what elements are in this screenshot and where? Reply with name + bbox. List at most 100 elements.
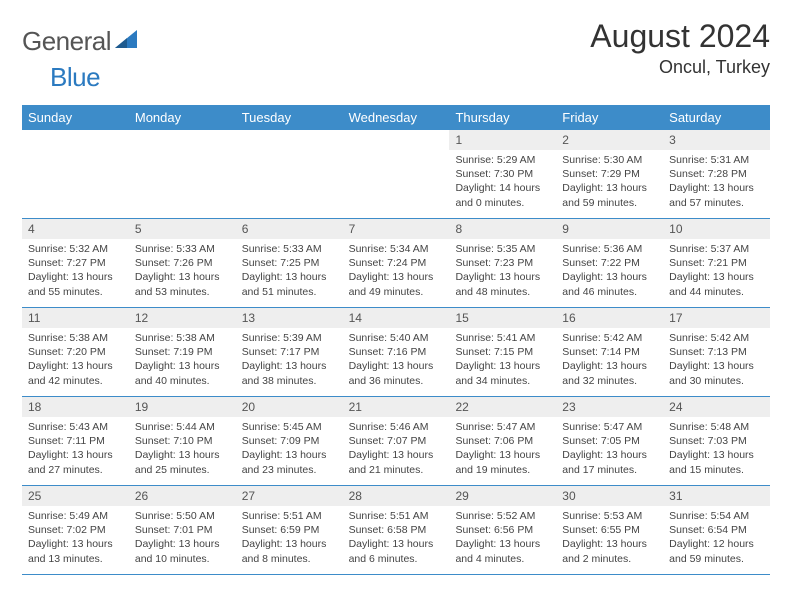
day-cell: 20Sunrise: 5:45 AMSunset: 7:09 PMDayligh… bbox=[236, 397, 343, 485]
day-details: Sunrise: 5:42 AMSunset: 7:14 PMDaylight:… bbox=[556, 328, 663, 393]
day-details: Sunrise: 5:42 AMSunset: 7:13 PMDaylight:… bbox=[663, 328, 770, 393]
day-cell: 25Sunrise: 5:49 AMSunset: 7:02 PMDayligh… bbox=[22, 486, 129, 574]
day-cell: 1Sunrise: 5:29 AMSunset: 7:30 PMDaylight… bbox=[449, 130, 556, 218]
day-number: 28 bbox=[343, 486, 450, 506]
day-number: 22 bbox=[449, 397, 556, 417]
week-row: 11Sunrise: 5:38 AMSunset: 7:20 PMDayligh… bbox=[22, 308, 770, 397]
day-cell: 7Sunrise: 5:34 AMSunset: 7:24 PMDaylight… bbox=[343, 219, 450, 307]
day-cell: 9Sunrise: 5:36 AMSunset: 7:22 PMDaylight… bbox=[556, 219, 663, 307]
empty-cell bbox=[343, 130, 450, 218]
day-cell: 19Sunrise: 5:44 AMSunset: 7:10 PMDayligh… bbox=[129, 397, 236, 485]
day-cell: 22Sunrise: 5:47 AMSunset: 7:06 PMDayligh… bbox=[449, 397, 556, 485]
day-number: 2 bbox=[556, 130, 663, 150]
week-row: 1Sunrise: 5:29 AMSunset: 7:30 PMDaylight… bbox=[22, 130, 770, 219]
day-number: 26 bbox=[129, 486, 236, 506]
empty-cell bbox=[129, 130, 236, 218]
day-number: 31 bbox=[663, 486, 770, 506]
day-details: Sunrise: 5:53 AMSunset: 6:55 PMDaylight:… bbox=[556, 506, 663, 571]
day-number: 24 bbox=[663, 397, 770, 417]
day-details: Sunrise: 5:33 AMSunset: 7:26 PMDaylight:… bbox=[129, 239, 236, 304]
day-number: 4 bbox=[22, 219, 129, 239]
day-cell: 28Sunrise: 5:51 AMSunset: 6:58 PMDayligh… bbox=[343, 486, 450, 574]
logo-text-general: General bbox=[22, 26, 111, 57]
day-cell: 31Sunrise: 5:54 AMSunset: 6:54 PMDayligh… bbox=[663, 486, 770, 574]
calendar-grid: Sunday Monday Tuesday Wednesday Thursday… bbox=[22, 105, 770, 575]
day-details: Sunrise: 5:40 AMSunset: 7:16 PMDaylight:… bbox=[343, 328, 450, 393]
day-details: Sunrise: 5:34 AMSunset: 7:24 PMDaylight:… bbox=[343, 239, 450, 304]
day-header-sat: Saturday bbox=[663, 105, 770, 130]
logo: General bbox=[22, 18, 141, 57]
day-details: Sunrise: 5:32 AMSunset: 7:27 PMDaylight:… bbox=[22, 239, 129, 304]
day-details: Sunrise: 5:39 AMSunset: 7:17 PMDaylight:… bbox=[236, 328, 343, 393]
day-cell: 11Sunrise: 5:38 AMSunset: 7:20 PMDayligh… bbox=[22, 308, 129, 396]
day-cell: 4Sunrise: 5:32 AMSunset: 7:27 PMDaylight… bbox=[22, 219, 129, 307]
day-number: 20 bbox=[236, 397, 343, 417]
empty-cell bbox=[236, 130, 343, 218]
day-details: Sunrise: 5:52 AMSunset: 6:56 PMDaylight:… bbox=[449, 506, 556, 571]
day-number: 11 bbox=[22, 308, 129, 328]
day-header-mon: Monday bbox=[129, 105, 236, 130]
day-header-fri: Friday bbox=[556, 105, 663, 130]
day-cell: 10Sunrise: 5:37 AMSunset: 7:21 PMDayligh… bbox=[663, 219, 770, 307]
day-details: Sunrise: 5:54 AMSunset: 6:54 PMDaylight:… bbox=[663, 506, 770, 571]
day-header-tue: Tuesday bbox=[236, 105, 343, 130]
day-number: 15 bbox=[449, 308, 556, 328]
day-cell: 30Sunrise: 5:53 AMSunset: 6:55 PMDayligh… bbox=[556, 486, 663, 574]
day-number: 17 bbox=[663, 308, 770, 328]
day-cell: 26Sunrise: 5:50 AMSunset: 7:01 PMDayligh… bbox=[129, 486, 236, 574]
day-details: Sunrise: 5:47 AMSunset: 7:06 PMDaylight:… bbox=[449, 417, 556, 482]
day-number: 14 bbox=[343, 308, 450, 328]
day-number: 18 bbox=[22, 397, 129, 417]
day-number: 1 bbox=[449, 130, 556, 150]
day-cell: 15Sunrise: 5:41 AMSunset: 7:15 PMDayligh… bbox=[449, 308, 556, 396]
day-details: Sunrise: 5:49 AMSunset: 7:02 PMDaylight:… bbox=[22, 506, 129, 571]
day-details: Sunrise: 5:45 AMSunset: 7:09 PMDaylight:… bbox=[236, 417, 343, 482]
day-number: 23 bbox=[556, 397, 663, 417]
day-cell: 21Sunrise: 5:46 AMSunset: 7:07 PMDayligh… bbox=[343, 397, 450, 485]
day-number: 16 bbox=[556, 308, 663, 328]
day-header-thu: Thursday bbox=[449, 105, 556, 130]
day-details: Sunrise: 5:51 AMSunset: 6:59 PMDaylight:… bbox=[236, 506, 343, 571]
day-details: Sunrise: 5:35 AMSunset: 7:23 PMDaylight:… bbox=[449, 239, 556, 304]
day-number: 21 bbox=[343, 397, 450, 417]
day-number: 27 bbox=[236, 486, 343, 506]
day-details: Sunrise: 5:51 AMSunset: 6:58 PMDaylight:… bbox=[343, 506, 450, 571]
week-row: 4Sunrise: 5:32 AMSunset: 7:27 PMDaylight… bbox=[22, 219, 770, 308]
week-row: 25Sunrise: 5:49 AMSunset: 7:02 PMDayligh… bbox=[22, 486, 770, 575]
empty-cell bbox=[22, 130, 129, 218]
logo-triangle-icon bbox=[113, 28, 139, 55]
week-row: 18Sunrise: 5:43 AMSunset: 7:11 PMDayligh… bbox=[22, 397, 770, 486]
day-details: Sunrise: 5:47 AMSunset: 7:05 PMDaylight:… bbox=[556, 417, 663, 482]
day-cell: 5Sunrise: 5:33 AMSunset: 7:26 PMDaylight… bbox=[129, 219, 236, 307]
day-details: Sunrise: 5:46 AMSunset: 7:07 PMDaylight:… bbox=[343, 417, 450, 482]
month-title: August 2024 bbox=[590, 18, 770, 55]
day-number: 5 bbox=[129, 219, 236, 239]
day-cell: 14Sunrise: 5:40 AMSunset: 7:16 PMDayligh… bbox=[343, 308, 450, 396]
day-details: Sunrise: 5:48 AMSunset: 7:03 PMDaylight:… bbox=[663, 417, 770, 482]
day-details: Sunrise: 5:30 AMSunset: 7:29 PMDaylight:… bbox=[556, 150, 663, 215]
calendar-page: General August 2024 Oncul, Turkey Blue S… bbox=[0, 0, 792, 589]
day-details: Sunrise: 5:50 AMSunset: 7:01 PMDaylight:… bbox=[129, 506, 236, 571]
day-cell: 23Sunrise: 5:47 AMSunset: 7:05 PMDayligh… bbox=[556, 397, 663, 485]
day-number: 25 bbox=[22, 486, 129, 506]
day-cell: 29Sunrise: 5:52 AMSunset: 6:56 PMDayligh… bbox=[449, 486, 556, 574]
day-number: 30 bbox=[556, 486, 663, 506]
day-cell: 18Sunrise: 5:43 AMSunset: 7:11 PMDayligh… bbox=[22, 397, 129, 485]
day-cell: 3Sunrise: 5:31 AMSunset: 7:28 PMDaylight… bbox=[663, 130, 770, 218]
day-header-row: Sunday Monday Tuesday Wednesday Thursday… bbox=[22, 105, 770, 130]
day-header-wed: Wednesday bbox=[343, 105, 450, 130]
day-number: 13 bbox=[236, 308, 343, 328]
day-details: Sunrise: 5:36 AMSunset: 7:22 PMDaylight:… bbox=[556, 239, 663, 304]
day-cell: 8Sunrise: 5:35 AMSunset: 7:23 PMDaylight… bbox=[449, 219, 556, 307]
day-number: 9 bbox=[556, 219, 663, 239]
day-details: Sunrise: 5:38 AMSunset: 7:19 PMDaylight:… bbox=[129, 328, 236, 393]
day-details: Sunrise: 5:37 AMSunset: 7:21 PMDaylight:… bbox=[663, 239, 770, 304]
day-cell: 13Sunrise: 5:39 AMSunset: 7:17 PMDayligh… bbox=[236, 308, 343, 396]
day-details: Sunrise: 5:44 AMSunset: 7:10 PMDaylight:… bbox=[129, 417, 236, 482]
logo-text-blue: Blue bbox=[22, 62, 100, 92]
day-details: Sunrise: 5:31 AMSunset: 7:28 PMDaylight:… bbox=[663, 150, 770, 215]
day-details: Sunrise: 5:43 AMSunset: 7:11 PMDaylight:… bbox=[22, 417, 129, 482]
day-details: Sunrise: 5:33 AMSunset: 7:25 PMDaylight:… bbox=[236, 239, 343, 304]
day-cell: 16Sunrise: 5:42 AMSunset: 7:14 PMDayligh… bbox=[556, 308, 663, 396]
day-number: 29 bbox=[449, 486, 556, 506]
